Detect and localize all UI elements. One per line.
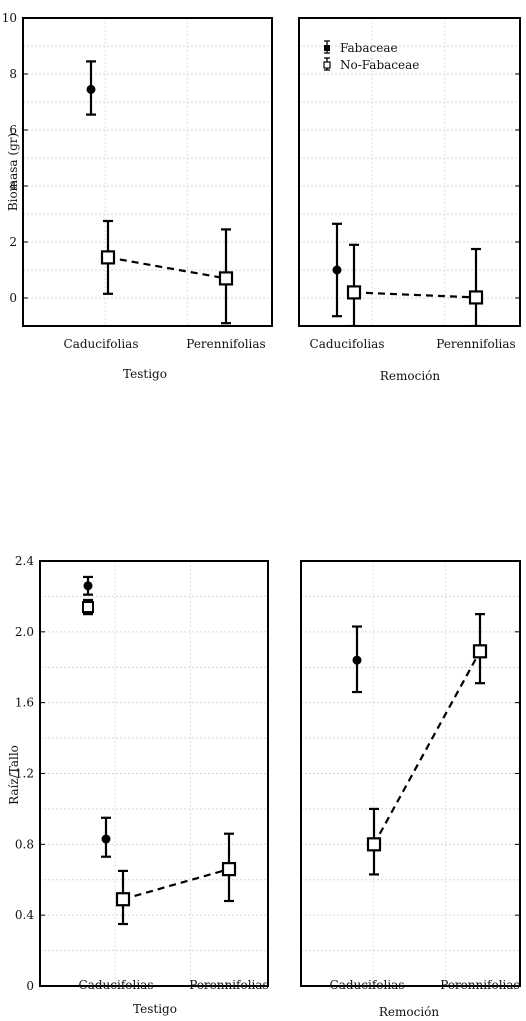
x-category-label: Caducifolias [79,978,154,992]
plot-frame [298,17,521,327]
x-axis-label: Testigo [133,1002,177,1016]
y-tick-label: 0 [26,979,34,993]
point-no-fabaceae [100,250,116,265]
point-no-fabaceae [346,285,362,300]
y-tick-label: 0 [9,291,17,305]
y-tick-label: 10 [2,11,17,25]
series-line-no-fabaceae [122,868,230,901]
y-tick-label: 2 [9,235,17,249]
legend-label: Fabaceae [340,41,398,55]
point-no-fabaceae [115,892,131,907]
series-line-no-fabaceae [353,291,477,299]
legend-marker-no-fabaceae [323,61,331,69]
y-tick-label: 1.2 [15,767,34,781]
x-category-label: Perennifolias [189,978,268,992]
y-axis-label: Biomasa (gr) [6,133,20,211]
point-fabaceae [332,265,342,275]
x-category-label: Caducifolias [310,337,385,351]
point-fabaceae [86,84,96,94]
series-line-no-fabaceae [107,256,227,280]
plot-area [86,60,234,325]
x-axis-label: Remoción [379,1005,440,1019]
inset-point-no-fabaceae [82,601,94,614]
point-fabaceae [101,834,111,844]
point-no-fabaceae [468,290,484,305]
legend-marker-fabaceae [324,45,330,51]
plot-frame [22,17,273,327]
plot-area [82,575,237,926]
legend: Fabaceae No-Fabaceae [323,40,419,72]
y-tick-label: 0.8 [15,837,34,851]
x-category-label: Perennifolias [436,337,515,351]
point-no-fabaceae [472,644,488,659]
panel-1: 0 2 4 6 8 10 Biomasa (gr) Caducifolias Perennifo… [2,11,273,381]
plot-area [332,222,484,326]
x-axis-label: Remoción [380,369,441,383]
y-tick-label: 8 [9,67,17,81]
series-line-no-fabaceae [373,650,481,845]
point-fabaceae [352,655,362,665]
point-no-fabaceae [366,837,382,852]
x-axis-label: Testigo [123,367,167,381]
y-tick-label: 2.0 [15,625,34,639]
x-category-label: Caducifolias [64,337,139,351]
y-tick-label: 6 [9,123,17,137]
point-no-fabaceae [218,271,234,286]
y-tick-label: 4 [9,179,17,193]
panel-2: Caducifolias Perennifolias Remoción Fabacea… [298,17,521,383]
point-no-fabaceae [221,862,237,877]
x-category-label: Caducifolias [330,978,405,992]
y-tick-label: 2.4 [15,554,34,568]
inset-point-fabaceae [83,581,93,591]
y-tick-label: 0.4 [15,908,34,922]
y-tick-label: 1.6 [15,696,34,710]
x-category-label: Perennifolias [186,337,265,351]
x-category-label: Perennifolias [440,978,519,992]
y-axis-label: Raíz/Tallo [7,745,21,805]
plot-area [352,613,488,876]
panel-3: 0 0.4 0.8 1.2 1.6 2.0 2.4 Raíz/Tallo Caducifolia… [7,554,269,1016]
legend-label: No-Fabaceae [340,58,419,72]
